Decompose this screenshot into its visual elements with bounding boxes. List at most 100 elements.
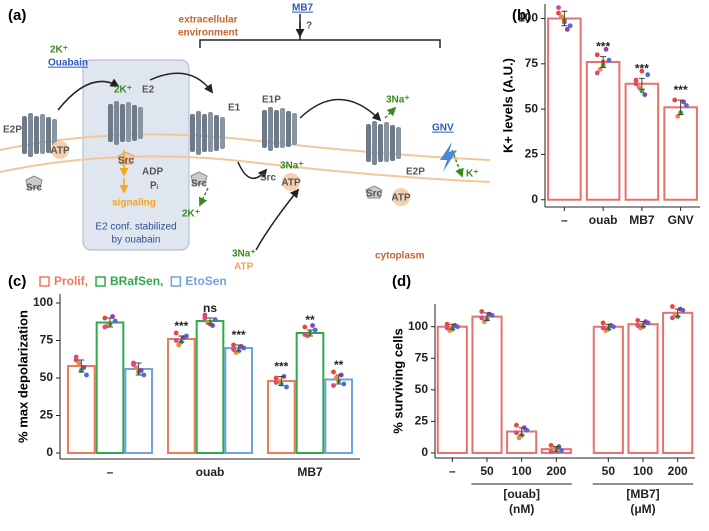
data-point <box>131 362 136 367</box>
y-tick-label: 50 <box>40 370 54 384</box>
data-point <box>331 383 336 388</box>
error-bar <box>178 335 185 343</box>
diagram-label: 2K⁺ <box>182 209 200 220</box>
diagram-label: GNV <box>432 123 454 134</box>
error-bar <box>335 374 342 385</box>
error-bar <box>207 317 213 325</box>
pump <box>366 121 401 165</box>
x-tick-label: ouab <box>589 213 618 227</box>
y-tick-label: 75 <box>40 333 54 347</box>
diagram-label: signaling <box>112 198 156 209</box>
bar <box>267 380 296 454</box>
data-point <box>633 77 639 83</box>
bar <box>324 378 354 454</box>
diagram-label: environment <box>178 28 239 39</box>
x-tick-label: 200 <box>668 464 688 478</box>
y-tick-label: 0 <box>46 445 53 459</box>
y-tick-label: 25 <box>415 414 429 428</box>
data-point <box>112 318 118 324</box>
bar <box>585 61 621 201</box>
data-point <box>231 342 236 348</box>
data-point <box>556 10 561 16</box>
data-point <box>559 448 564 453</box>
data-point <box>548 449 554 455</box>
bar <box>662 311 694 454</box>
data-point <box>642 92 648 98</box>
x-tick-label: 50 <box>602 464 616 478</box>
data-point <box>681 99 686 105</box>
error-bar <box>605 323 612 330</box>
data-point <box>81 365 87 370</box>
significance: *** <box>174 319 188 333</box>
diagram-label: ATP <box>234 262 254 273</box>
arrow <box>255 188 300 251</box>
y-tick-label: 25 <box>525 147 539 161</box>
bar <box>436 325 468 454</box>
data-point <box>231 347 236 352</box>
src-icon <box>365 185 383 199</box>
x-tick-label: ouab <box>196 465 225 479</box>
group-label: [ouab] <box>503 487 540 501</box>
data-point <box>514 430 519 436</box>
error-bar <box>674 308 681 318</box>
error-bar <box>484 312 490 321</box>
data-point <box>594 52 600 58</box>
panel-label: (c) <box>8 273 26 290</box>
diagram-label: 2K⁺ <box>114 85 132 96</box>
x-tick-label: 50 <box>480 464 494 478</box>
data-point <box>594 70 600 76</box>
panel-label: (a) <box>8 7 26 24</box>
data-point <box>212 317 218 322</box>
error-bar <box>553 446 560 453</box>
diagram-label: E2P <box>3 125 22 136</box>
diagram-label: 3Na⁺ <box>386 95 410 106</box>
y-tick-label: 75 <box>415 350 429 364</box>
error-bar <box>78 359 85 373</box>
bar <box>167 338 196 454</box>
error-bar <box>235 344 242 352</box>
y-tick-label: 50 <box>525 101 539 115</box>
diagram-label: by ouabain <box>112 235 161 246</box>
x-tick-label: – <box>561 213 568 227</box>
data-point <box>138 368 144 373</box>
data-point <box>600 320 606 326</box>
legend-swatch <box>95 276 106 287</box>
diagram-label: ADP <box>142 167 163 178</box>
bar <box>224 347 253 454</box>
data-point <box>173 338 179 343</box>
significance: *** <box>674 83 688 97</box>
x-tick-label: 200 <box>546 464 566 478</box>
diagram-label: E1 <box>228 103 241 114</box>
atp-circle <box>51 141 69 159</box>
y-tick-label: 0 <box>531 192 538 206</box>
bar <box>67 365 96 454</box>
significance: ** <box>334 358 344 372</box>
diagram-label: ATP <box>281 178 301 189</box>
data-point <box>556 5 561 11</box>
diagram-label: E2P <box>406 167 425 178</box>
data-point <box>444 325 450 331</box>
diagram-label: Ouabain <box>48 58 88 69</box>
data-point <box>636 84 642 90</box>
data-point <box>672 311 678 317</box>
significance: *** <box>274 360 288 374</box>
diagram-label: 3Na⁺ <box>280 161 304 172</box>
error-bar <box>640 321 646 328</box>
y-axis-label: K+ levels (A.U.) <box>500 58 515 153</box>
data-point <box>444 321 450 327</box>
panel-label: (b) <box>512 7 531 24</box>
diagram: extracellular environment MB7 ? 2K⁺ Ouab… <box>0 3 491 273</box>
data-point <box>597 66 603 72</box>
diagram-label: ? <box>306 21 312 32</box>
diagram-label: MB7 <box>292 3 314 14</box>
arrow <box>299 98 382 122</box>
data-point <box>76 360 82 366</box>
x-tick-label: 100 <box>512 464 532 478</box>
bar <box>471 315 503 454</box>
arrow <box>384 106 397 119</box>
diagram-label: Src <box>191 179 208 190</box>
membrane <box>0 133 491 161</box>
data-point <box>559 14 564 20</box>
diagram-label: extracellular <box>179 15 238 26</box>
bar <box>592 325 624 454</box>
